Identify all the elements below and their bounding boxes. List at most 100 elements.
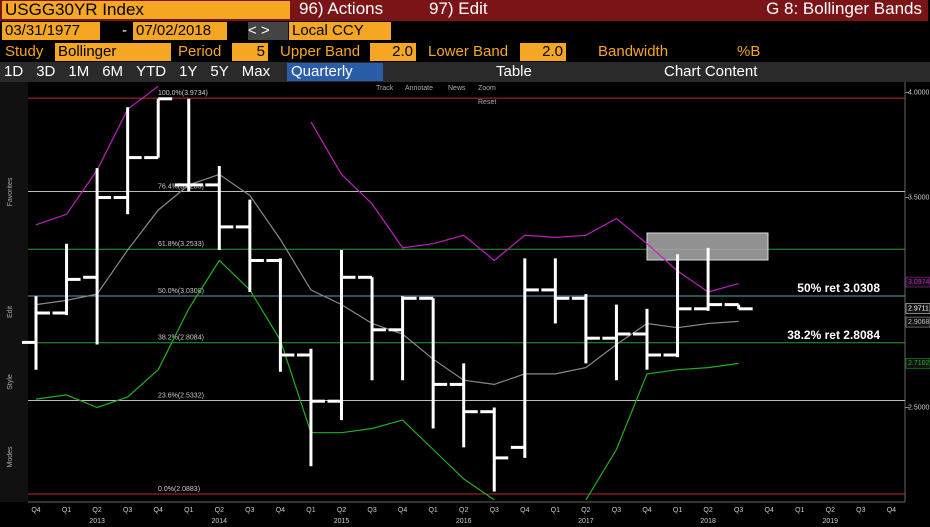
x-tick-label: Q3 — [856, 507, 865, 514]
period-button[interactable]: 1M — [68, 63, 90, 80]
year-label: 2015 — [334, 518, 350, 525]
band-line — [585, 362, 739, 501]
actions[interactable]: 96) Actions — [293, 0, 430, 21]
period-label: Period — [178, 43, 222, 60]
x-tick-label: Q3 — [245, 507, 254, 514]
period-button[interactable]: 3D — [36, 63, 56, 80]
x-tick-label: Q4 — [398, 507, 407, 514]
band-line — [35, 259, 495, 501]
year-label: 2013 — [89, 518, 105, 525]
y-tick-label: 3.5000 — [908, 194, 930, 201]
period-button[interactable]: 1D — [4, 63, 24, 80]
pctb[interactable]: %B — [737, 43, 761, 60]
x-tick-label: Q3 — [612, 507, 621, 514]
year-label: 2019 — [823, 518, 839, 525]
x-tick-label: Q4 — [765, 507, 774, 514]
x-tick-label: Q4 — [642, 507, 651, 514]
edit[interactable]: 97) Edit — [423, 0, 565, 21]
fib-label: 76.4%(3.5285) — [158, 183, 204, 190]
study-label: Study — [5, 43, 44, 60]
upper[interactable]: 2.0 — [370, 43, 416, 61]
chart-tool: News — [448, 85, 466, 92]
x-tick-label: Q1 — [306, 507, 315, 514]
fib-label: 50.0%(3.0308) — [158, 288, 204, 295]
upper-label: Upper Band — [280, 43, 361, 60]
x-tick-label: Q2 — [92, 507, 101, 514]
year-label: 2014 — [212, 518, 228, 525]
lower[interactable]: 2.0 — [520, 43, 566, 61]
year-label: 2016 — [456, 518, 472, 525]
last-value: 3.0974 — [908, 279, 930, 286]
period-button[interactable]: 1Y — [179, 63, 198, 80]
year-label: 2017 — [578, 518, 594, 525]
chart-tool: Track — [376, 85, 394, 92]
x-tick-label: Q3 — [123, 507, 132, 514]
x-tick-label: Q1 — [428, 507, 437, 514]
toolbar — [0, 62, 930, 82]
chart-tool: Zoom — [478, 85, 496, 92]
period-button[interactable]: YTD — [136, 63, 167, 80]
fib-label: 38.2%(2.8084) — [158, 335, 204, 342]
x-tick-label: Q2 — [337, 507, 346, 514]
last-value: 2.9068 — [908, 319, 930, 326]
x-tick-label: Q3 — [734, 507, 743, 514]
study[interactable]: Bollinger — [55, 43, 171, 61]
last-value: 2.7102 — [908, 360, 930, 367]
plot-bg — [0, 82, 930, 527]
x-tick-label: Q2 — [581, 507, 590, 514]
table[interactable]: Table — [496, 63, 532, 80]
chart-tool: Annotate — [405, 85, 433, 92]
x-tick-label: Q1 — [551, 507, 560, 514]
side-label: Edit — [7, 306, 14, 318]
y-tick-label: 2.5000 — [908, 404, 930, 411]
bandwidth[interactable]: Bandwidth — [598, 43, 669, 60]
side-label: Modes — [7, 446, 14, 468]
band-line — [310, 121, 739, 293]
x-tick-label: Q3 — [490, 507, 499, 514]
last-value: 2.9711 — [908, 305, 929, 312]
period-button[interactable]: 6M — [102, 63, 124, 80]
end-date[interactable]: 07/02/2018 — [133, 22, 227, 40]
x-tick-label: Q2 — [826, 507, 835, 514]
fib-label: 0.0%(2.0883) — [158, 486, 200, 493]
x-tick-label: Q4 — [154, 507, 163, 514]
fib-label: 23.6%(2.5332) — [158, 392, 204, 399]
x-tick-label: Q2 — [459, 507, 468, 514]
band-line — [35, 173, 739, 386]
x-tick-label: Q4 — [276, 507, 285, 514]
period-button[interactable]: 5Y — [210, 63, 229, 80]
start-date[interactable]: 03/31/1977 — [2, 22, 100, 40]
chart-tool: Reset — [478, 99, 496, 106]
chart-content[interactable]: Chart Content — [664, 63, 758, 80]
last-value-tag — [905, 303, 930, 314]
function: G 8: Bollinger Bands — [558, 0, 928, 21]
x-tick-label: Q1 — [184, 507, 193, 514]
periods: 1D 3D 1M 6M YTD 1Y 5Y Max — [4, 63, 283, 81]
ticker[interactable]: USGG30YR Index — [2, 1, 290, 19]
last-value-tag — [905, 316, 930, 328]
x-tick-label: Q1 — [62, 507, 71, 514]
x-tick-label: Q1 — [795, 507, 804, 514]
chart: 4.0000 3.5000 2.5000 100.0%(3.9734) 76.4%(3.… — [0, 82, 930, 527]
frequency[interactable]: Quarterly — [287, 63, 383, 81]
period[interactable]: 5 — [232, 43, 268, 61]
x-tick-label: Q4 — [520, 507, 529, 514]
x-tick-label: Q4 — [31, 507, 40, 514]
fib-label: 100.0%(3.9734) — [158, 90, 208, 97]
lower-label: Lower Band — [428, 43, 509, 60]
side-panel — [0, 82, 28, 502]
side-label: Favorites — [7, 177, 14, 206]
currency[interactable]: Local CCY — [289, 22, 391, 40]
x-tick-label: Q1 — [673, 507, 682, 514]
x-tick-label: Q2 — [215, 507, 224, 514]
period-button[interactable]: Max — [241, 63, 271, 80]
last-value-tag — [905, 358, 930, 369]
arrows[interactable]: < > — [248, 22, 288, 40]
x-tick-label: Q3 — [367, 507, 376, 514]
x-tick-label: Q4 — [887, 507, 896, 514]
dash: - — [122, 22, 127, 39]
side-label: Style — [7, 374, 14, 390]
x-tick-label: Q2 — [703, 507, 712, 514]
year-label: 2018 — [700, 518, 716, 525]
